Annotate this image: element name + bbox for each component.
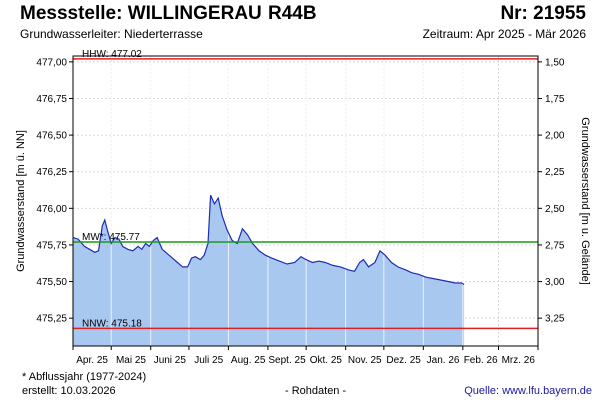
x-tick-label: Nov. 25: [348, 355, 382, 366]
x-tick-label: Juni 25: [154, 355, 187, 366]
x-tick-label: Sept. 25: [268, 355, 306, 366]
created-date: erstellt: 10.03.2026: [22, 385, 116, 397]
y-tick-label: 476,50: [36, 131, 67, 142]
y-right-tick-label: 2,75: [545, 240, 565, 251]
period-label: Zeitraum: Apr 2025 - Mär 2026: [422, 27, 586, 41]
y-tick-label: 475,50: [36, 277, 67, 288]
y-right-tick-label: 3,00: [545, 277, 565, 288]
station-code: R44B: [268, 3, 317, 24]
station-title: Messstelle: WILLINGERAU: [20, 3, 262, 24]
y-tick-label: 476,00: [36, 204, 67, 215]
x-tick-label: Feb. 26: [464, 355, 498, 366]
raw-data-label: - Rohdaten -: [285, 385, 347, 397]
x-tick-label: Aug. 25: [231, 355, 266, 366]
y-right-tick-label: 1,50: [545, 57, 565, 68]
y-right-tick-label: 2,50: [545, 204, 565, 215]
plot-frame: [72, 55, 539, 347]
y-right-tick-label: 2,25: [545, 167, 565, 178]
hhw-label: HHW: 477.02: [82, 49, 142, 60]
aquifer-label: Grundwasserleiter: Niederterrasse: [20, 27, 203, 41]
x-tick-label: Mrz. 26: [502, 355, 536, 366]
source-link[interactable]: Quelle: www.lfu.bayern.de: [464, 385, 592, 397]
station-number: Nr: 21955: [500, 3, 586, 24]
footnote: * Abflussjahr (1977-2024): [22, 371, 147, 383]
y-right-tick-label: 3,25: [545, 314, 565, 325]
y-tick-label: 475,25: [36, 314, 67, 325]
y-right-tick-label: 1,75: [545, 94, 565, 105]
x-tick-label: Jan. 26: [427, 355, 460, 366]
groundwater-line: [72, 194, 465, 286]
nnw-label: NNW: 475.18: [82, 318, 142, 329]
y-tick-label: 476,75: [36, 94, 67, 105]
mw-label: MW*: 475.77: [82, 232, 140, 243]
y-tick-label: 475,75: [36, 240, 67, 251]
y-tick-label: 477,00: [36, 57, 67, 68]
x-tick-label: Mai 25: [116, 355, 146, 366]
x-tick-label: Juli 25: [194, 355, 223, 366]
x-tick-label: Dez. 25: [386, 355, 421, 366]
groundwater-area: [73, 195, 465, 346]
y-tick-label: 476,25: [36, 167, 67, 178]
y-axis-title: Grundwasserstand [m ü. NN]: [15, 130, 27, 272]
x-tick-label: Apr. 25: [76, 355, 108, 366]
x-tick-label: Okt. 25: [310, 355, 343, 366]
y-right-tick-label: 2,00: [545, 131, 565, 142]
y-right-axis-title: Grundwasserstand [m u. Gelände]: [579, 117, 591, 285]
